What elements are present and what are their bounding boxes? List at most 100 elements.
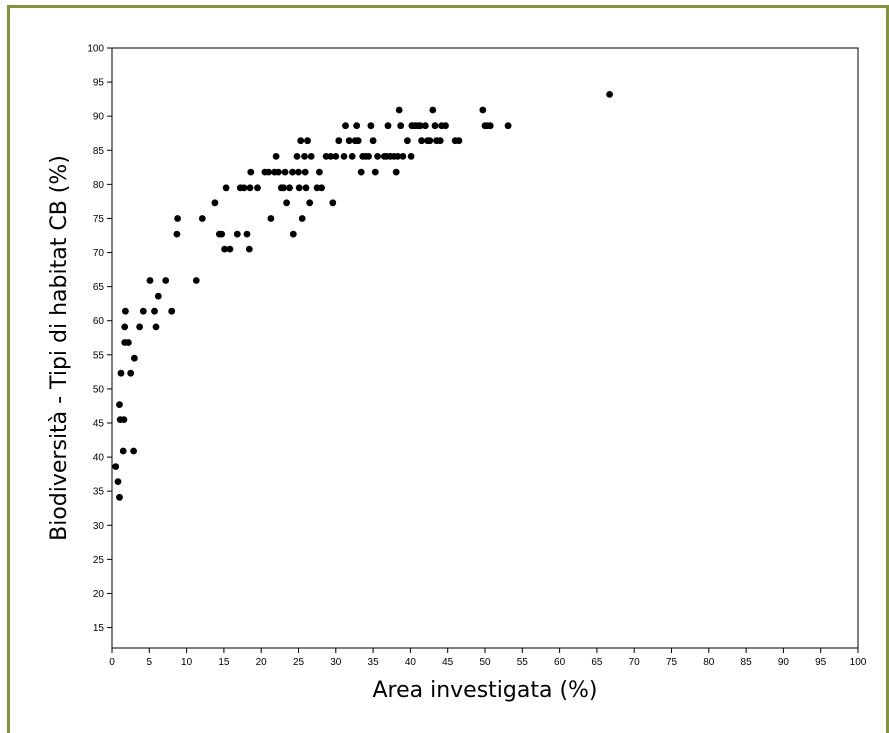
data-point	[222, 184, 230, 192]
data-point	[293, 153, 301, 160]
y-tick-label: 75	[93, 214, 105, 225]
y-tick-label: 45	[93, 419, 105, 430]
x-tick-label: 35	[368, 657, 380, 668]
data-point	[395, 106, 403, 114]
y-tick-label: 15	[93, 623, 105, 634]
data-point	[486, 122, 494, 130]
y-tick-label: 40	[93, 453, 105, 464]
data-point	[247, 168, 255, 176]
x-tick-label: 20	[256, 657, 268, 668]
y-tick-label: 85	[93, 146, 105, 157]
data-point	[240, 184, 248, 192]
data-point	[345, 137, 353, 145]
data-point	[211, 199, 219, 207]
data-point	[122, 307, 129, 315]
data-point	[384, 122, 392, 130]
data-point	[407, 153, 415, 160]
data-point	[152, 323, 160, 331]
y-tick-label: 100	[87, 44, 104, 55]
data-point	[120, 416, 128, 423]
x-tick-label: 70	[629, 657, 641, 668]
data-point	[327, 153, 334, 160]
data-point	[367, 122, 375, 130]
y-tick-label: 80	[93, 180, 105, 191]
data-point	[342, 122, 349, 130]
data-point	[297, 137, 305, 145]
data-point	[119, 447, 127, 455]
data-point	[606, 91, 613, 98]
data-point	[146, 277, 154, 284]
data-point	[272, 153, 280, 160]
data-point	[431, 122, 439, 130]
data-point	[397, 122, 405, 130]
data-point	[504, 122, 512, 130]
data-point	[335, 137, 343, 145]
data-point	[245, 245, 253, 253]
data-point	[198, 215, 206, 222]
x-tick-label: 50	[479, 657, 491, 668]
data-point	[127, 369, 135, 377]
data-point	[174, 215, 182, 222]
x-tick-label: 0	[109, 657, 115, 668]
data-point	[289, 168, 296, 176]
x-axis-title: Area investigata (%)	[372, 678, 597, 703]
data-point	[121, 323, 129, 331]
x-tick-label: 60	[554, 657, 566, 668]
data-point	[306, 199, 314, 207]
y-tick-label: 20	[93, 589, 105, 600]
data-point	[246, 184, 254, 192]
y-axis: 15 20 25 30 35 40 45 50 55 60 65 70 75 80 85 90 95 100	[87, 44, 112, 634]
data-point	[117, 369, 125, 377]
data-point	[365, 153, 372, 160]
data-point	[392, 168, 400, 176]
data-point	[354, 137, 362, 145]
x-tick-label: 40	[405, 657, 417, 668]
data-point	[233, 230, 241, 238]
x-tick-label: 25	[293, 657, 305, 668]
plot-area	[111, 47, 859, 649]
data-point	[394, 153, 402, 160]
data-point	[112, 463, 120, 470]
data-point	[318, 184, 325, 192]
x-tick-label: 85	[741, 657, 753, 668]
data-point	[280, 184, 287, 192]
data-point	[114, 478, 122, 485]
data-point	[298, 215, 306, 222]
data-point	[154, 292, 162, 300]
data-point	[275, 168, 282, 176]
x-tick-label: 45	[442, 657, 454, 668]
data-point	[295, 184, 303, 192]
y-tick-label: 65	[93, 282, 105, 293]
data-point	[304, 137, 311, 145]
x-tick-label: 10	[181, 657, 193, 668]
data-point	[289, 230, 297, 238]
data-point	[116, 401, 123, 408]
x-tick-label: 95	[815, 657, 827, 668]
data-point	[218, 230, 226, 238]
y-tick-label: 25	[93, 555, 105, 566]
data-point	[131, 354, 138, 362]
data-point	[168, 307, 176, 315]
data-point	[479, 106, 487, 114]
y-tick-label: 30	[93, 521, 105, 532]
data-points	[112, 91, 613, 501]
data-point	[192, 277, 200, 284]
data-point	[369, 137, 377, 145]
data-point	[329, 199, 337, 207]
data-point	[353, 122, 361, 130]
x-tick-label: 80	[703, 657, 715, 668]
data-point	[254, 184, 261, 192]
x-tick-label: 5	[147, 657, 153, 668]
data-point	[340, 153, 348, 160]
data-point	[348, 153, 356, 160]
x-tick-label: 55	[517, 657, 529, 668]
x-tick-label: 65	[591, 657, 603, 668]
data-point	[316, 168, 323, 176]
data-point	[371, 168, 379, 176]
data-point	[357, 168, 365, 176]
x-tick-label: 30	[330, 657, 342, 668]
data-point	[139, 307, 147, 315]
data-point	[442, 122, 449, 130]
data-point	[267, 215, 275, 222]
